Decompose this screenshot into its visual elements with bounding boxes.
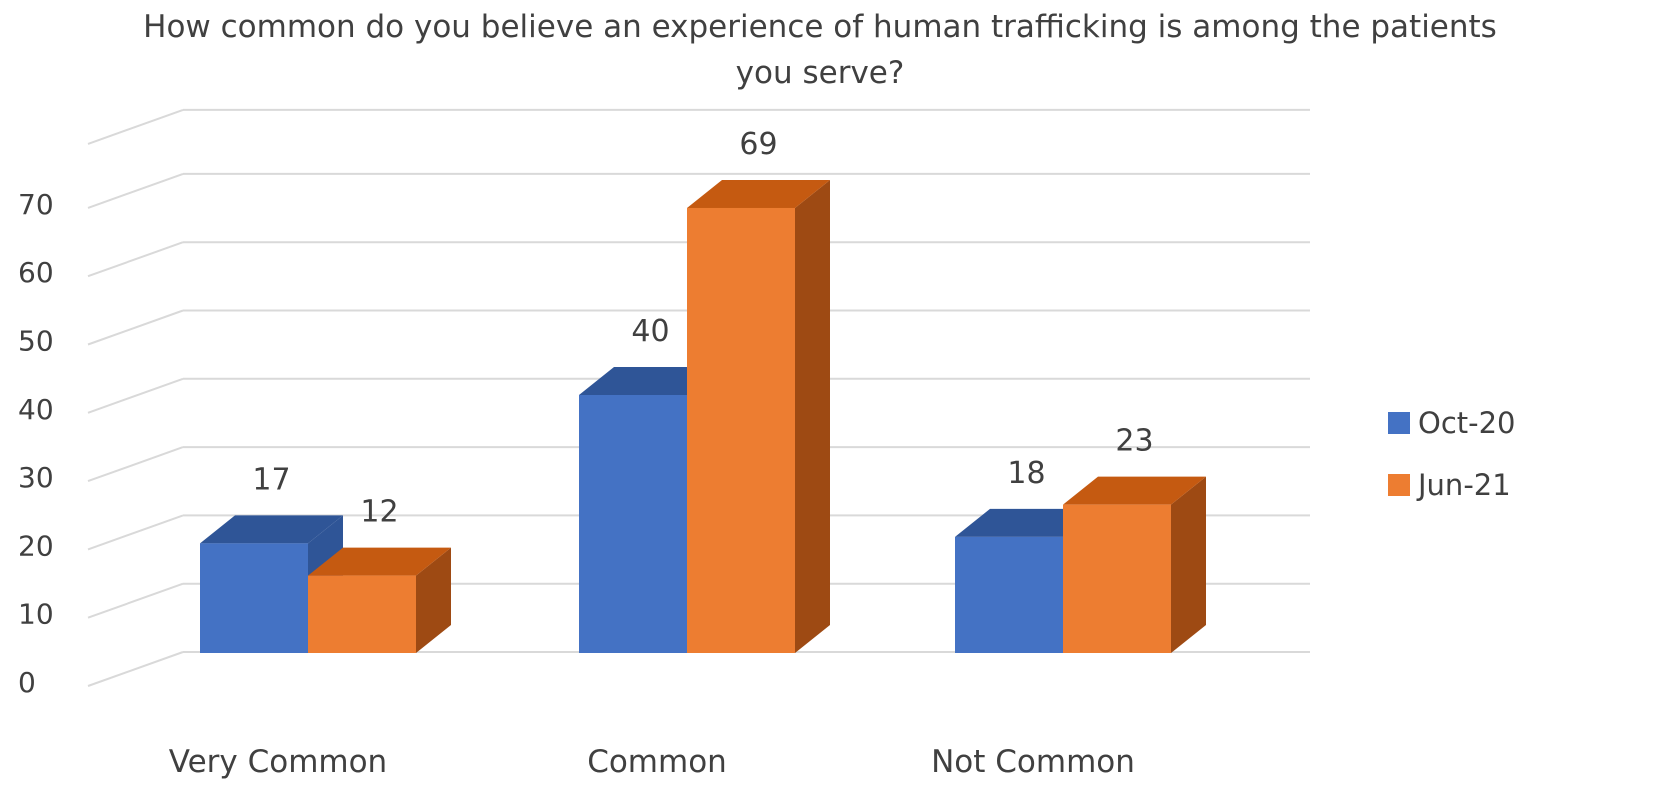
data-label: 17 (252, 462, 290, 497)
y-tick-label: 0 (18, 666, 36, 699)
gridline-depth (87, 309, 184, 346)
data-labels: 17 12 40 69 18 23 (252, 127, 1153, 530)
bar-jun-21-very-common (308, 547, 451, 653)
bar-top (308, 547, 451, 576)
x-tick-label: Not Common (931, 744, 1135, 780)
gridline-depth (87, 582, 184, 619)
bar-side (416, 547, 451, 653)
legend: Oct-20 Jun-21 (1388, 406, 1516, 502)
legend-label: Oct-20 (1418, 406, 1516, 440)
y-tick-label: 60 (18, 256, 54, 289)
gridline-depth (87, 108, 184, 145)
y-tick-label: 20 (18, 529, 54, 562)
bars (200, 179, 1206, 653)
y-tick-label: 50 (18, 325, 54, 358)
legend-swatch (1388, 474, 1410, 496)
bar-front (308, 575, 416, 653)
y-axis-ticks: 0 10 20 30 40 50 60 70 (18, 188, 54, 699)
bar-front (687, 207, 795, 653)
gridline-depth (87, 172, 184, 209)
bar-oct-20-not-common (955, 508, 1098, 653)
bar-jun-21-not-common (1063, 476, 1206, 653)
data-label: 69 (739, 127, 777, 162)
gridline-depth (87, 241, 184, 278)
bar-front (1063, 504, 1171, 653)
data-label: 23 (1115, 424, 1153, 459)
gridline-depth (87, 651, 184, 687)
data-label: 12 (360, 495, 398, 530)
y-tick-label: 40 (18, 393, 54, 426)
data-label: 40 (631, 314, 669, 349)
bar-front (955, 536, 1063, 653)
bar-top (687, 179, 830, 208)
gridline-depth (87, 377, 184, 414)
bar-top (1063, 476, 1206, 505)
data-label: 18 (1007, 456, 1045, 491)
bar-side (1171, 476, 1206, 653)
bar-top (579, 367, 722, 395)
y-tick-label: 70 (18, 188, 54, 221)
bar-top (955, 508, 1098, 537)
gridline-depth (87, 446, 184, 483)
x-tick-label: Common (587, 744, 727, 780)
legend-swatch (1388, 412, 1410, 434)
bar-side (795, 179, 830, 653)
bar-top (200, 515, 343, 544)
bar-front (579, 395, 687, 653)
bar-jun-21-common (687, 179, 830, 653)
legend-item: Jun-21 (1388, 468, 1511, 502)
chart-title: How common do you believe an experience … (143, 9, 1497, 91)
x-axis-ticks: Very Common Common Not Common (169, 744, 1135, 780)
y-tick-label: 10 (18, 598, 54, 631)
bar-front (200, 543, 308, 653)
legend-label: Jun-21 (1416, 468, 1511, 502)
y-tick-label: 30 (18, 461, 54, 494)
legend-item: Oct-20 (1388, 406, 1516, 440)
gridline-depth (87, 514, 184, 551)
x-tick-label: Very Common (169, 744, 387, 780)
